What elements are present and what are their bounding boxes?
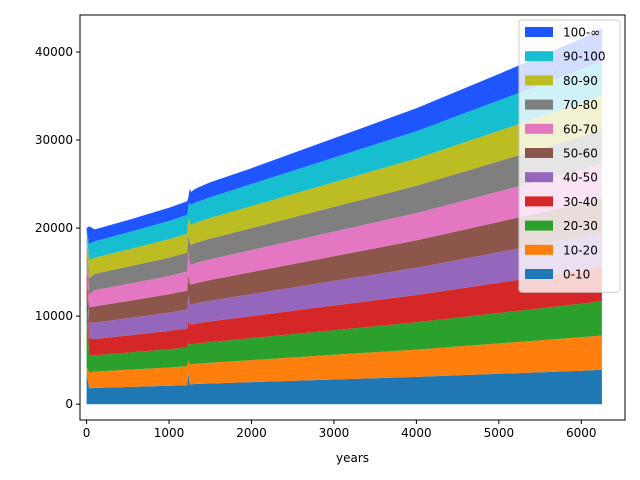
y-tick-label: 40000 bbox=[35, 45, 73, 59]
legend: 100-∞ 90-100 80-90 70-80 60-70 50-60 40-50 30-4… bbox=[518, 19, 621, 293]
area-series-0-10 bbox=[86, 369, 602, 405]
legend-swatch bbox=[525, 51, 553, 62]
legend-label: 20-30 bbox=[563, 219, 598, 233]
legend-swatch bbox=[525, 220, 553, 231]
y-tick-label: 0 bbox=[65, 397, 73, 411]
x-tick-label: 3000 bbox=[319, 426, 350, 440]
x-tick-label: 5000 bbox=[484, 426, 515, 440]
y-tick-label: 20000 bbox=[35, 221, 73, 235]
legend-swatch bbox=[525, 27, 553, 37]
legend-label: 0-10 bbox=[563, 268, 590, 282]
legend-swatch bbox=[525, 244, 553, 255]
legend-label: 70-80 bbox=[563, 98, 598, 112]
legend-swatch bbox=[525, 148, 553, 158]
area-series-60-70 bbox=[86, 163, 602, 308]
area-series-10-20 bbox=[86, 335, 602, 389]
x-axis-label: years bbox=[336, 451, 369, 465]
plot-frame bbox=[79, 14, 626, 421]
area-series-40-50 bbox=[86, 232, 602, 339]
x-tick-label: 1000 bbox=[154, 426, 185, 440]
legend-label: 50-60 bbox=[563, 147, 598, 161]
y-tick-label: 10000 bbox=[35, 309, 73, 323]
legend-label: 80-90 bbox=[563, 74, 598, 88]
area-series-100- bbox=[86, 28, 602, 244]
legend-swatch bbox=[525, 75, 553, 86]
x-tick-label: 4000 bbox=[401, 426, 432, 440]
x-tick-label: 0 bbox=[83, 426, 91, 440]
legend-label: 60-70 bbox=[563, 122, 598, 136]
x-tick-label: 6000 bbox=[566, 426, 597, 440]
legend-label: 90-100 bbox=[563, 50, 606, 64]
area-series-30-40 bbox=[86, 266, 602, 356]
legend-swatch bbox=[525, 196, 553, 207]
legend-label: 30-40 bbox=[563, 195, 598, 209]
legend-swatch bbox=[525, 172, 553, 183]
legend-swatch bbox=[525, 99, 553, 110]
y-tick-label: 30000 bbox=[35, 133, 73, 147]
legend-label: 10-20 bbox=[563, 243, 598, 257]
legend-swatch bbox=[525, 269, 553, 279]
area-series-90-100 bbox=[86, 60, 602, 260]
x-axis-ticks: 0 1000 2000 3000 4000 5000 6000 bbox=[83, 420, 597, 440]
y-axis-ticks: 0 10000 20000 30000 40000 bbox=[35, 45, 80, 411]
x-tick-label: 2000 bbox=[236, 426, 267, 440]
area-series-50-60 bbox=[86, 198, 602, 323]
area-series-20-30 bbox=[86, 301, 602, 373]
area-series-80-90 bbox=[86, 95, 602, 279]
legend-label: 100-∞ bbox=[563, 26, 600, 40]
legend-label: 40-50 bbox=[563, 171, 598, 185]
area-series-70-80 bbox=[86, 129, 602, 295]
area-layers bbox=[86, 28, 602, 405]
legend-swatch bbox=[525, 123, 553, 134]
